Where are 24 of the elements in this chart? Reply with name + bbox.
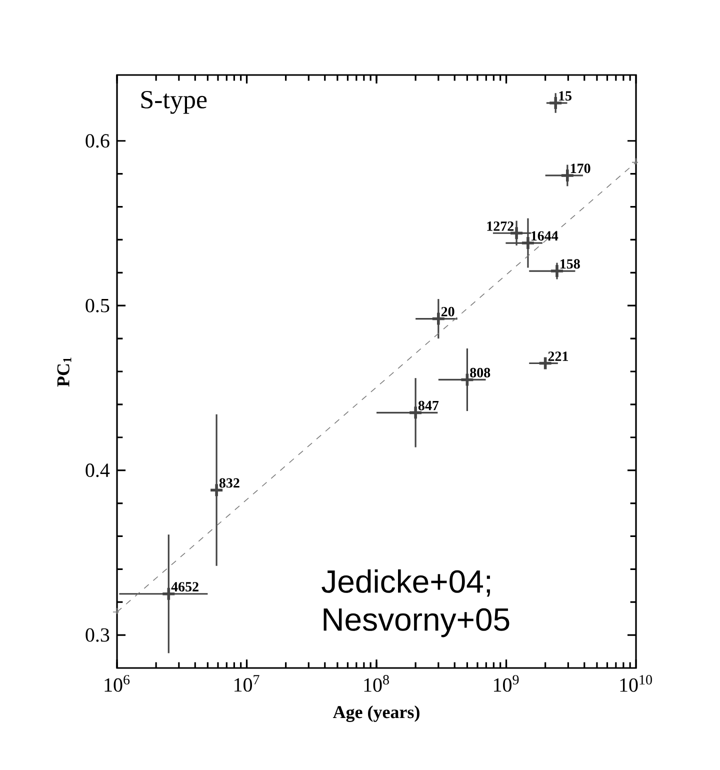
annotation: 4652 [171, 582, 198, 592]
y-tick-label: 0.4 [86, 464, 110, 478]
y-tick-label: 0.5 [86, 298, 110, 312]
y-tick-label: 0.6 [86, 134, 110, 148]
annotation: 20 [441, 306, 454, 316]
annotation: 1644 [531, 231, 558, 241]
annotation: 158 [560, 259, 580, 269]
annotation: 170 [570, 164, 590, 174]
x-axis-title: Age (years) [332, 706, 420, 722]
annotation: S-type [141, 90, 207, 114]
x-tick-label: 10$^{7}$ [234, 675, 260, 692]
annotation: 808 [470, 368, 490, 378]
annotation: Jedicke+04; Nesvorny+05 [322, 569, 510, 638]
x-tick-label: 10$^{6}$ [104, 675, 130, 692]
annotation: 221 [548, 352, 568, 361]
annotation: 832 [219, 478, 240, 488]
y-tick-label: 0.3 [86, 628, 110, 642]
x-tick-label: 10$^{9}$ [494, 675, 519, 692]
y-axis-title: PC$_{1}$ [57, 358, 72, 387]
annotation: 847 [418, 400, 439, 410]
annotation: 15 [559, 91, 572, 101]
x-tick-label: 10$^{10}$ [620, 675, 652, 692]
x-tick-label: 10$^{8}$ [364, 675, 389, 692]
annotation: 1272 [487, 221, 514, 231]
